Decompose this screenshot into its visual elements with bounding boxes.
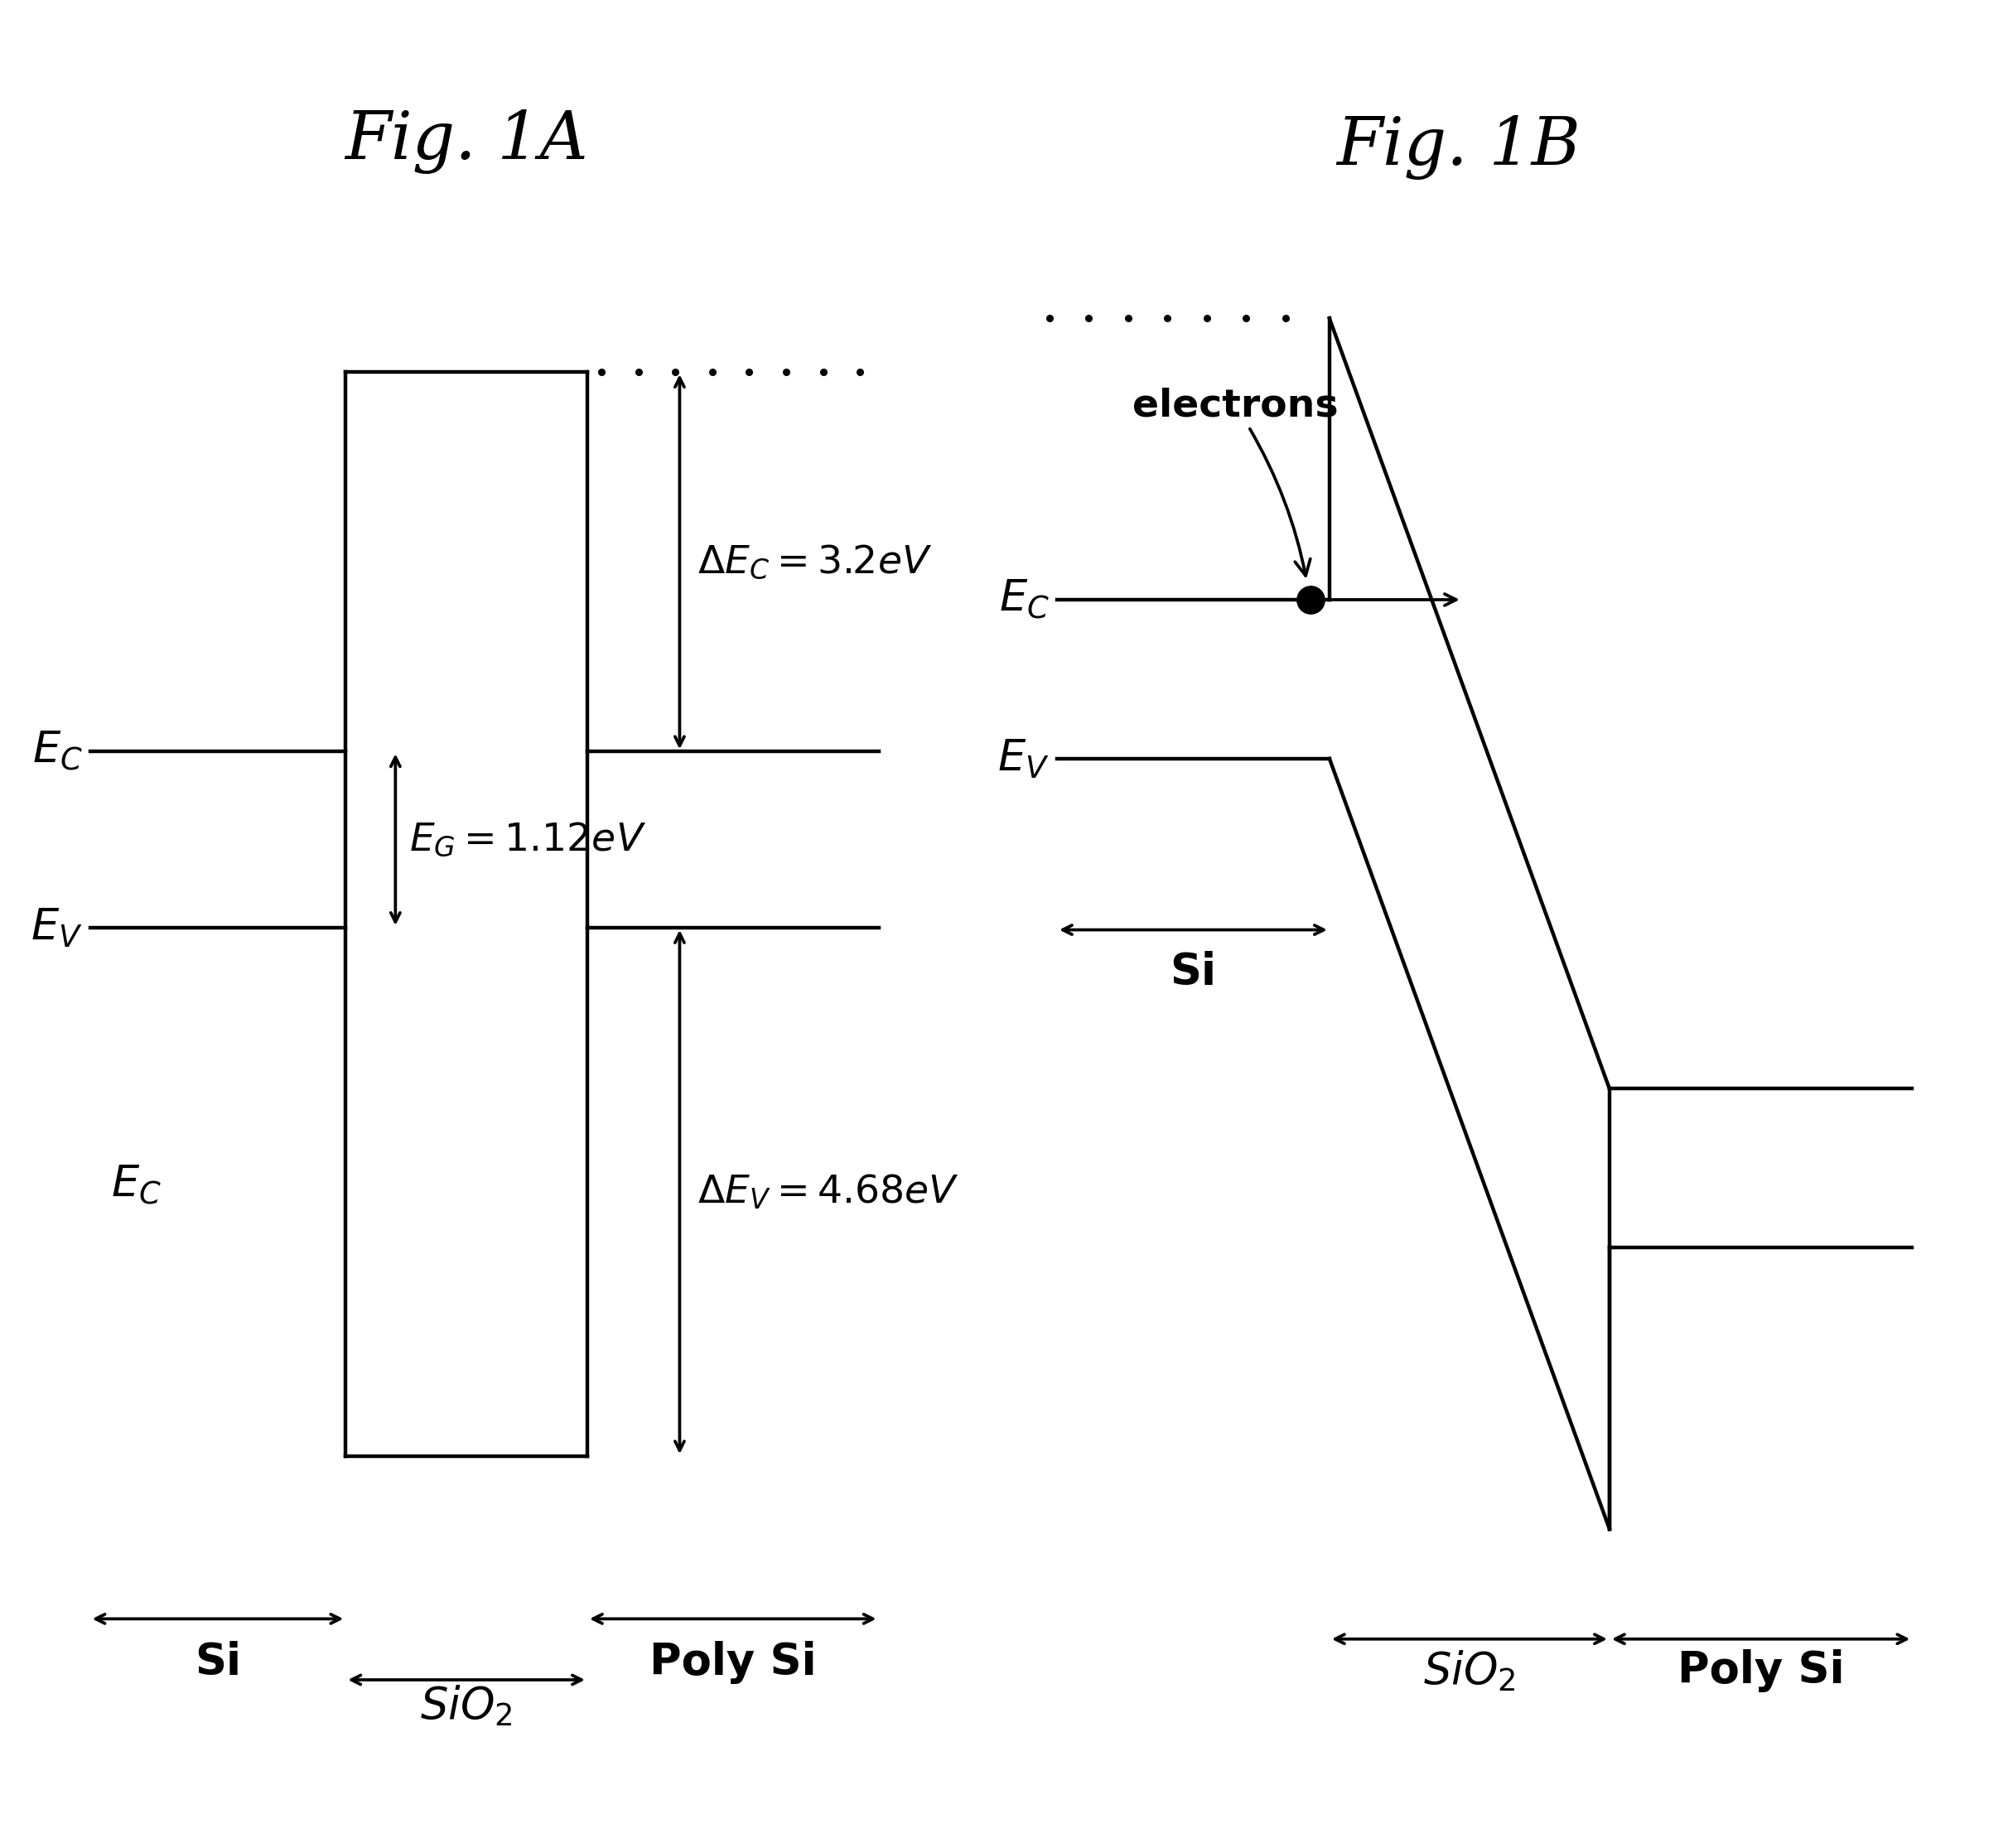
Text: $E_C$: $E_C$ [998,578,1050,621]
Text: Poly Si: Poly Si [1677,1648,1845,1693]
Text: $E_C$: $E_C$ [32,730,82,772]
Text: $E_V$: $E_V$ [30,906,82,950]
Text: Poly Si: Poly Si [649,1641,817,1684]
Text: Fig. 1B: Fig. 1B [1335,115,1580,179]
Text: $SiO_2$: $SiO_2$ [420,1684,512,1728]
Text: Si: Si [1171,952,1217,994]
Text: $\Delta E_V=4.68eV$: $\Delta E_V=4.68eV$ [697,1173,958,1210]
Text: $E_C$: $E_C$ [110,1164,163,1207]
Text: $SiO_2$: $SiO_2$ [1424,1648,1516,1693]
Text: $E_G=1.12eV$: $E_G=1.12eV$ [410,821,647,859]
Text: Si: Si [195,1641,241,1684]
Text: electrons: electrons [1133,388,1339,577]
Text: $E_V$: $E_V$ [998,737,1050,780]
Text: Fig. 1A: Fig. 1A [345,109,588,174]
Text: $\Delta E_C=3.2eV$: $\Delta E_C=3.2eV$ [697,543,932,580]
